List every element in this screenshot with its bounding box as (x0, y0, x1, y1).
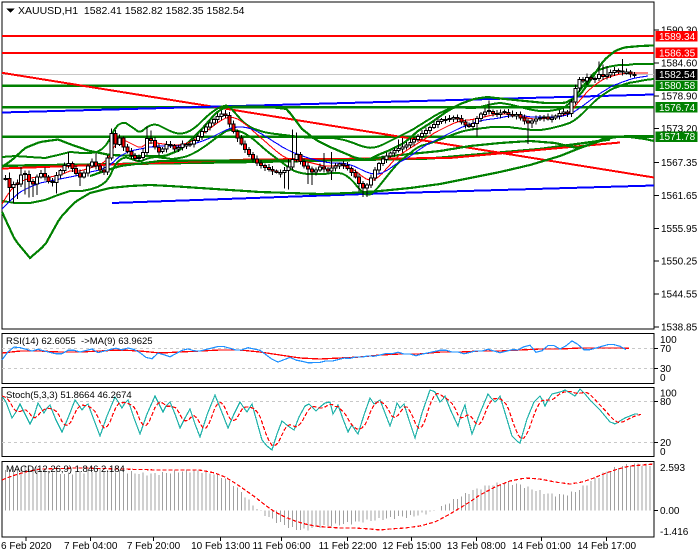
svg-text:100: 100 (660, 335, 677, 346)
svg-text:Stoch(5,3,3) 51.8664 46.2674: Stoch(5,3,3) 51.8664 46.2674 (6, 390, 132, 401)
svg-text:1555.95: 1555.95 (661, 224, 698, 235)
svg-text:1576.74: 1576.74 (659, 103, 696, 114)
svg-text:1544.55: 1544.55 (661, 290, 698, 301)
svg-text:1571.78: 1571.78 (659, 132, 696, 143)
svg-text:70: 70 (660, 344, 672, 355)
svg-text:0.00: 0.00 (660, 506, 680, 517)
svg-text:7 Feb 04:00: 7 Feb 04:00 (64, 541, 118, 552)
svg-text:12 Feb 15:00: 12 Feb 15:00 (382, 541, 441, 552)
svg-text:1586.35: 1586.35 (659, 48, 696, 59)
svg-text:20: 20 (660, 438, 672, 449)
svg-text:1550.25: 1550.25 (661, 257, 698, 268)
svg-text:1561.65: 1561.65 (661, 191, 698, 202)
svg-text:1573.20: 1573.20 (661, 124, 698, 135)
svg-text:10 Feb 13:00: 10 Feb 13:00 (191, 541, 250, 552)
svg-text:80: 80 (660, 397, 672, 408)
svg-text:14 Feb 01:00: 14 Feb 01:00 (512, 541, 571, 552)
svg-text:2.593: 2.593 (660, 463, 685, 474)
svg-text:11 Feb 22:00: 11 Feb 22:00 (319, 541, 378, 552)
svg-text:1584.60: 1584.60 (661, 58, 698, 69)
svg-text:1578.90: 1578.90 (661, 91, 698, 102)
svg-text:7 Feb 20:00: 7 Feb 20:00 (127, 541, 181, 552)
svg-text:RSI(14) 62.6055 ->MA(9) 63.96: RSI(14) 62.6055 ->MA(9) 63.9625 (6, 336, 153, 347)
svg-text:1582.54: 1582.54 (659, 70, 696, 81)
svg-text:13 Feb 08:00: 13 Feb 08:00 (447, 541, 506, 552)
svg-text:14 Feb 17:00: 14 Feb 17:00 (577, 541, 636, 552)
svg-text:1567.35: 1567.35 (661, 158, 698, 169)
svg-text:0: 0 (660, 447, 666, 458)
svg-text:MACD(12,26,9) 1.846 2.184: MACD(12,26,9) 1.846 2.184 (6, 464, 125, 475)
svg-text:XAUUSD,H1 1582.41 1582.82 158: XAUUSD,H1 1582.41 1582.82 1582.35 1582.5… (18, 5, 245, 17)
svg-text:30: 30 (660, 364, 672, 375)
svg-text:-1.416: -1.416 (660, 527, 689, 538)
svg-text:1580.58: 1580.58 (659, 81, 696, 92)
svg-text:0: 0 (660, 373, 666, 384)
svg-text:1589.34: 1589.34 (659, 32, 696, 43)
svg-text:1538.85: 1538.85 (661, 323, 698, 334)
svg-text:100: 100 (660, 389, 677, 400)
svg-text:6 Feb 2020: 6 Feb 2020 (1, 541, 52, 552)
svg-text:11 Feb 06:00: 11 Feb 06:00 (252, 541, 311, 552)
